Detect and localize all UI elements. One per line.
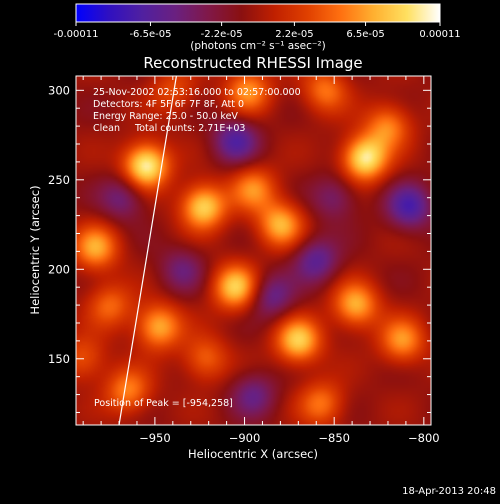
colorbar-tick-label: -6.5e-05 xyxy=(129,29,171,40)
colorbar-tick-label: -2.2e-05 xyxy=(201,29,243,40)
colorbar-tick-label: -0.00011 xyxy=(54,29,99,40)
x-tick-label: −950 xyxy=(139,431,171,445)
annotations: 25-Nov-2002 02:53:16.000 to 02:57:00.000… xyxy=(93,87,301,409)
annotation-detectors: Detectors: 4F 5F 6F 7F 8F, Att 0 xyxy=(93,99,244,110)
colorbar: -0.00011 -6.5e-05 -2.2e-05 2.2e-05 6.5e-05 0.… xyxy=(54,3,461,52)
annotation-time-range: 25-Nov-2002 02:53:16.000 to 02:57:00.000 xyxy=(93,87,301,98)
colorbar-tick-label: 0.00011 xyxy=(419,29,460,40)
colorbar-unit-label: (photons cm⁻² s⁻¹ asec⁻²) xyxy=(190,40,325,52)
colorbar-tick-label: 6.5e-05 xyxy=(346,29,384,40)
y-axis-label: Heliocentric Y (arcsec) xyxy=(28,185,42,314)
y-tick-label: 250 xyxy=(48,173,70,187)
y-axis: 150 200 250 300 xyxy=(48,83,431,413)
solar-limb-line xyxy=(118,76,177,425)
colorbar-tick-label: 2.2e-05 xyxy=(275,29,313,40)
peak-position-label: Position of Peak = [-954,258] xyxy=(94,398,233,409)
colorbar-ticks: -0.00011 -6.5e-05 -2.2e-05 2.2e-05 6.5e-05 0.… xyxy=(54,22,461,40)
annotation-energy-range: Energy Range: 25.0 - 50.0 keV xyxy=(93,111,238,122)
y-tick-label: 150 xyxy=(48,352,70,366)
x-tick-label: −900 xyxy=(229,431,261,445)
x-axis: −950 −900 −850 −800 xyxy=(82,76,440,445)
x-tick-label: −800 xyxy=(408,431,440,445)
plot-frame xyxy=(75,75,432,426)
chart-title: Reconstructed RHESSI Image xyxy=(143,54,362,72)
x-axis-label: Heliocentric X (arcsec) xyxy=(188,447,318,461)
heatmap-image xyxy=(76,76,431,425)
y-tick-label: 200 xyxy=(48,262,70,276)
x-tick-label: −850 xyxy=(318,431,350,445)
colorbar-gradient xyxy=(75,3,441,23)
footer-date: 18-Apr-2013 20:48 xyxy=(402,486,496,497)
y-tick-label: 300 xyxy=(48,83,70,97)
annotation-clean-counts: Clean Total counts: 2.71E+03 xyxy=(93,123,245,134)
